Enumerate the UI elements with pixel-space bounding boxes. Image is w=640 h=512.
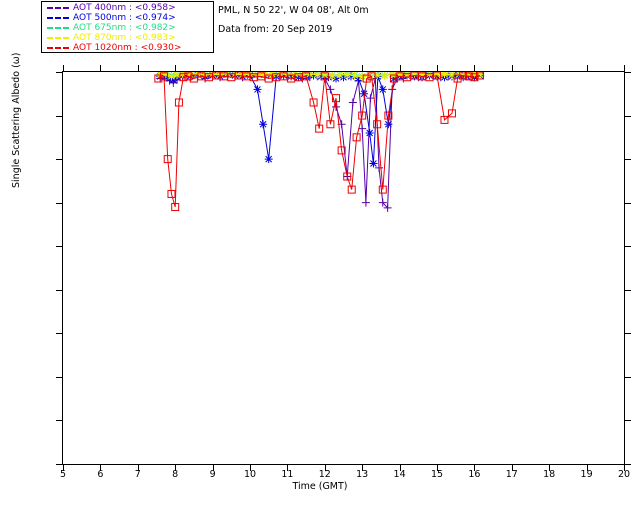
legend-dash-icon-1020nm [47, 47, 69, 49]
x-tick-label: 19 [580, 469, 593, 480]
legend-entry-1020nm: AOT 1020nm : <0.930> [42, 43, 215, 53]
x-tick-top [100, 65, 102, 72]
y-axis-label: Single Scattering Albedo (ω) [11, 52, 22, 188]
x-tick-label: 13 [356, 469, 369, 480]
x-tick-top [175, 65, 177, 72]
x-tick-top [586, 65, 588, 72]
x-tick-label: 14 [393, 469, 406, 480]
plot-canvas-wrap [63, 72, 624, 464]
x-tick [586, 464, 588, 471]
x-tick [362, 464, 364, 471]
legend-label-500nm: AOT 500nm : <0.974> [73, 13, 176, 23]
legend-dash-icon-675nm [47, 27, 69, 29]
x-tick [63, 464, 64, 471]
x-tick [437, 464, 438, 471]
x-tick-label: 12 [318, 469, 331, 480]
x-tick-label: 17 [505, 469, 518, 480]
series-aot-1020nm [154, 72, 485, 212]
y-tick-right [624, 72, 631, 73]
x-tick [250, 464, 251, 471]
x-tick-top [137, 65, 139, 72]
x-tick-top [287, 65, 289, 72]
x-tick [100, 464, 102, 471]
y-tick-right [624, 420, 631, 422]
legend-entry-400nm: AOT 400nm : <0.958> [42, 3, 215, 13]
y-tick-right [624, 333, 631, 335]
y-tick-right [624, 159, 631, 161]
plot-area: 0.10.20.30.40.50.60.70.80.91.05678910111… [56, 65, 631, 480]
y-tick-right [624, 246, 631, 248]
x-tick [287, 464, 289, 471]
x-tick-top [549, 65, 551, 72]
series-aot-400nm [156, 72, 485, 212]
x-tick [324, 464, 326, 471]
y-tick [56, 420, 63, 422]
x-tick [624, 464, 625, 471]
series-line [160, 74, 481, 210]
x-tick-top [437, 65, 438, 72]
legend-dash-icon-400nm [47, 7, 69, 9]
y-tick-right [624, 464, 631, 465]
x-tick-top [212, 65, 214, 72]
y-tick-right [624, 115, 631, 117]
x-tick-label: 15 [430, 469, 444, 480]
x-tick-label: 7 [134, 469, 141, 480]
x-tick [511, 464, 513, 471]
x-tick-top [511, 65, 513, 72]
legend-label-870nm: AOT 870nm : <0.983> [73, 33, 176, 43]
x-tick-label: 16 [468, 469, 481, 480]
legend-label-675nm: AOT 675nm : <0.982> [73, 23, 176, 33]
x-tick [175, 464, 177, 471]
x-tick-top [624, 65, 625, 72]
y-tick [56, 246, 63, 248]
x-tick-label: 9 [209, 469, 216, 480]
legend-entry-500nm: AOT 500nm : <0.974> [42, 13, 215, 23]
x-tick-top [250, 65, 251, 72]
x-tick-top [399, 65, 401, 72]
x-tick-label: 18 [543, 469, 556, 480]
chart-title-line2: Data from: 20 Sep 2019 [218, 24, 333, 35]
x-tick [399, 464, 401, 471]
x-tick [137, 464, 139, 471]
x-tick-label: 8 [172, 469, 179, 480]
legend-entry-675nm: AOT 675nm : <0.982> [42, 23, 215, 33]
x-tick-label: 5 [59, 469, 67, 480]
x-tick-top [63, 65, 64, 72]
x-tick-label: 10 [243, 469, 257, 480]
x-tick-label: 20 [617, 469, 631, 480]
x-axis-label: Time (GMT) [292, 481, 348, 492]
y-tick [56, 289, 63, 291]
legend-dash-icon-870nm [47, 37, 69, 39]
x-tick-label: 6 [97, 469, 104, 480]
y-tick [56, 376, 63, 378]
y-tick [56, 72, 63, 73]
x-tick-top [362, 65, 364, 72]
x-tick [212, 464, 214, 471]
legend-dash-icon-500nm [47, 17, 69, 19]
x-tick [474, 464, 476, 471]
x-tick [549, 464, 551, 471]
x-tick-top [324, 65, 326, 72]
y-tick [56, 202, 63, 204]
legend: AOT 400nm : <0.958> AOT 500nm : <0.974> AO… [41, 1, 214, 53]
y-tick-right [624, 376, 631, 378]
y-tick [56, 333, 63, 335]
y-tick [56, 464, 63, 465]
series-line [158, 74, 481, 208]
legend-entry-870nm: AOT 870nm : <0.983> [42, 33, 215, 43]
y-tick-right [624, 202, 631, 204]
legend-label-1020nm: AOT 1020nm : <0.930> [73, 43, 182, 53]
y-tick [56, 159, 63, 161]
x-tick-top [474, 65, 476, 72]
chart-title-line1: PML, N 50 22', W 04 08', Alt 0m [218, 5, 369, 16]
x-tick-label: 11 [281, 469, 294, 480]
legend-label-400nm: AOT 400nm : <0.958> [73, 3, 176, 13]
y-tick [56, 115, 63, 117]
y-tick-right [624, 289, 631, 291]
data-series-layer [154, 72, 485, 212]
